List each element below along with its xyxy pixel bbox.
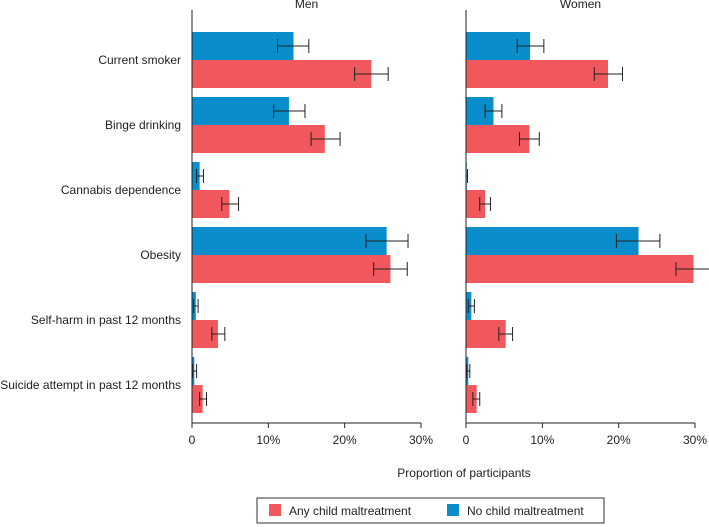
error-bar-women-obesity-any-child-maltreatment [675, 262, 709, 276]
error-bar-men-suicide-attempt-in-past-12-months-no-child-maltreatment [192, 364, 198, 378]
error-bar-men-obesity-no-child-maltreatment [365, 234, 409, 248]
error-bar-women-suicide-attempt-in-past-12-months-no-child-maltreatment [466, 364, 471, 378]
category-label-current-smoker: Current smoker [98, 53, 181, 67]
bar-men-binge-drinking-no-child-maltreatment [192, 97, 289, 125]
bar-men-obesity-any-child-maltreatment [192, 255, 391, 283]
error-bar-men-suicide-attempt-in-past-12-months-any-child-maltreatment [199, 392, 208, 406]
panel-men: Men Current smoker Binge drinking Cannabis … [0, 0, 433, 447]
legend-swatch-any-maltreatment [269, 504, 281, 516]
error-bar-women-self-harm-in-past-12-months-any-child-maltreatment [498, 327, 514, 341]
bar-women-current-smoker-any-child-maltreatment [466, 60, 608, 88]
legend-label-no-maltreatment: No child maltreatment [467, 504, 584, 518]
panel-title-men: Men [295, 0, 318, 11]
category-label-suicide-attempt-in-past-12-months: Suicide attempt in past 12 months [0, 378, 181, 392]
error-bar-men-cannabis-dependence-no-child-maltreatment [196, 169, 204, 183]
category-label-binge-drinking: Binge drinking [105, 118, 181, 132]
error-bar-women-cannabis-dependence-any-child-maltreatment [479, 197, 491, 211]
error-bar-men-current-smoker-any-child-maltreatment [354, 67, 389, 81]
error-bar-men-binge-drinking-any-child-maltreatment [310, 132, 341, 146]
bar-men-suicide-attempt-in-past-12-months-any-child-maltreatment [192, 385, 203, 413]
x-tick-label-women-10: 10% [530, 433, 554, 447]
error-bar-women-suicide-attempt-in-past-12-months-any-child-maltreatment [472, 392, 481, 406]
x-tick-label-women-20: 20% [607, 433, 631, 447]
bar-men-binge-drinking-any-child-maltreatment [192, 125, 325, 153]
x-tick-label-men-30: 30% [409, 433, 433, 447]
bar-women-obesity-any-child-maltreatment [466, 255, 694, 283]
panel-women: Women 0 10% 20% 30% [463, 0, 709, 447]
error-bar-men-self-harm-in-past-12-months-no-child-maltreatment [193, 299, 199, 313]
error-bar-men-obesity-any-child-maltreatment [373, 262, 408, 276]
error-bar-men-self-harm-in-past-12-months-any-child-maltreatment [211, 327, 226, 341]
x-tick-label-men-10: 10% [256, 433, 280, 447]
error-bar-men-binge-drinking-no-child-maltreatment [273, 104, 306, 118]
bar-men-obesity-no-child-maltreatment [192, 227, 387, 255]
error-bar-women-current-smoker-any-child-maltreatment [593, 67, 623, 81]
error-bar-men-cannabis-dependence-any-child-maltreatment [221, 197, 240, 211]
category-label-obesity: Obesity [140, 248, 181, 262]
bar-women-cannabis-dependence-any-child-maltreatment [466, 190, 486, 218]
x-tick-label-women-30: 30% [683, 433, 707, 447]
legend-swatch-no-maltreatment [447, 504, 459, 516]
x-tick-label-women-0: 0 [463, 433, 470, 447]
x-axis-label: Proportion of participants [397, 466, 530, 480]
legend-label-any-maltreatment: Any child maltreatment [289, 504, 412, 518]
bar-women-suicide-attempt-in-past-12-months-any-child-maltreatment [466, 385, 477, 413]
legend-frame [256, 497, 605, 524]
error-bar-women-self-harm-in-past-12-months-no-child-maltreatment [467, 299, 475, 313]
panel-title-women: Women [560, 0, 601, 11]
x-tick-label-men-0: 0 [189, 433, 196, 447]
x-tick-label-men-20: 20% [333, 433, 357, 447]
category-label-self-harm-in-past-12-months: Self-harm in past 12 months [31, 313, 181, 327]
error-bar-women-binge-drinking-no-child-maltreatment [484, 104, 503, 118]
error-bar-women-obesity-no-child-maltreatment [615, 234, 661, 248]
bar-men-current-smoker-any-child-maltreatment [192, 60, 372, 88]
bar-women-binge-drinking-any-child-maltreatment [466, 125, 530, 153]
panels-layer: Men Current smoker Binge drinking Cannabis … [0, 0, 709, 447]
error-bar-women-current-smoker-no-child-maltreatment [516, 39, 545, 53]
legend: Any child maltreatment No child maltreat… [256, 497, 605, 524]
error-bar-men-current-smoker-no-child-maltreatment [276, 39, 310, 53]
bar-men-current-smoker-no-child-maltreatment [192, 32, 294, 60]
category-label-cannabis-dependence: Cannabis dependence [61, 183, 181, 197]
bar-men-cannabis-dependence-no-child-maltreatment [192, 162, 200, 190]
bar-women-obesity-no-child-maltreatment [466, 227, 639, 255]
error-bar-women-binge-drinking-any-child-maltreatment [518, 132, 540, 146]
